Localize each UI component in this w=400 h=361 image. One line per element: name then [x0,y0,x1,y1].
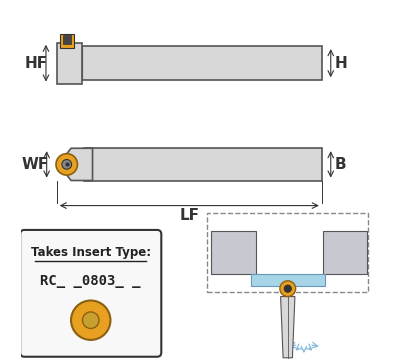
Circle shape [280,281,296,297]
Text: B: B [335,157,346,172]
Text: RC_ _0803_ _: RC_ _0803_ _ [40,274,141,288]
FancyBboxPatch shape [323,231,367,274]
FancyBboxPatch shape [211,231,256,274]
FancyBboxPatch shape [57,43,82,84]
Text: H: H [334,56,347,71]
Circle shape [284,285,291,292]
Circle shape [56,154,78,175]
FancyBboxPatch shape [60,34,74,48]
Circle shape [82,312,99,329]
FancyBboxPatch shape [84,148,322,180]
Text: Takes Insert Type:: Takes Insert Type: [31,246,151,259]
Circle shape [62,160,72,169]
FancyBboxPatch shape [63,35,71,44]
Text: WF: WF [21,157,48,172]
Circle shape [71,300,110,340]
Polygon shape [251,274,325,286]
FancyBboxPatch shape [75,46,322,80]
Polygon shape [281,297,295,358]
Text: LF: LF [179,208,199,223]
FancyBboxPatch shape [20,230,161,357]
Polygon shape [58,148,92,180]
Text: HF: HF [24,56,48,71]
